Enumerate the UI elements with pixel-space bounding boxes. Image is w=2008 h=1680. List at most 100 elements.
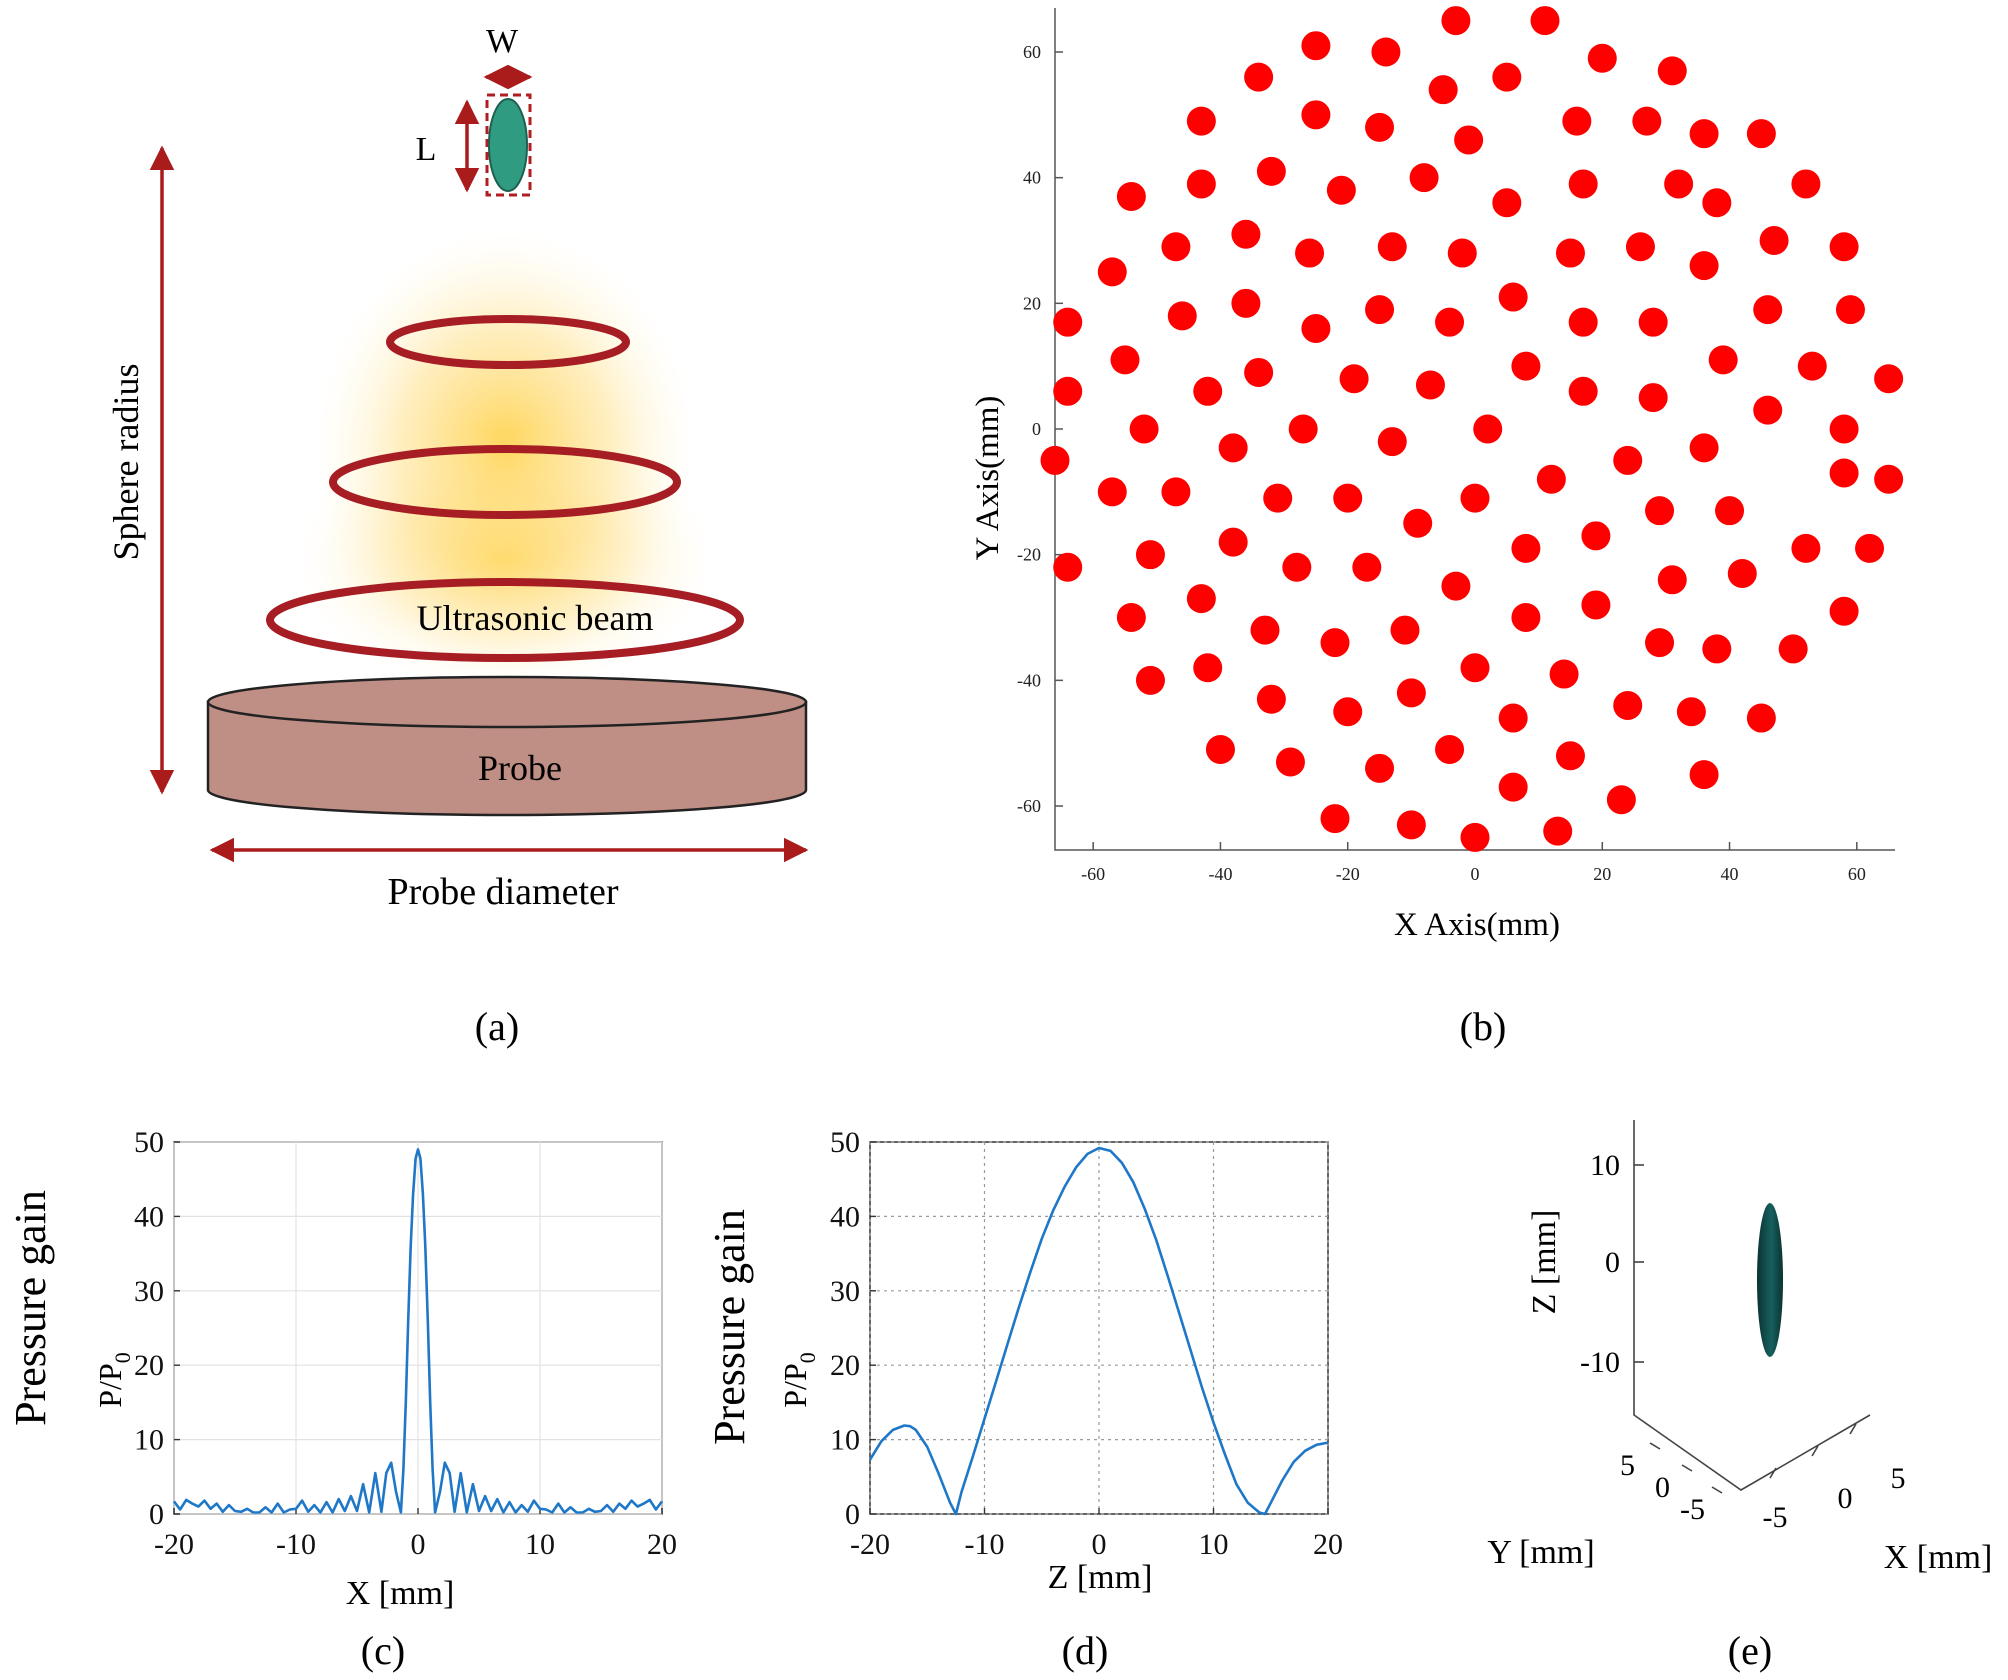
caption-a: (a) bbox=[475, 1004, 519, 1049]
chart-b-point bbox=[1657, 56, 1687, 86]
chart-b-point bbox=[1753, 395, 1783, 425]
chart-b-point bbox=[1193, 376, 1223, 406]
chart-b-point bbox=[1797, 351, 1827, 381]
chart-d-xtick-label: 0 bbox=[1092, 1528, 1107, 1561]
chart-b-point bbox=[1791, 533, 1821, 563]
panel-e-3d-axes bbox=[1633, 1120, 1871, 1491]
chart-b-point bbox=[1753, 295, 1783, 325]
chart-c-ytick-label: 20 bbox=[134, 1349, 164, 1382]
chart-b-axes bbox=[1054, 8, 1895, 851]
chart-b-point bbox=[1708, 345, 1738, 375]
focal-ellipse bbox=[488, 98, 528, 192]
chart-d-ytick-label: 0 bbox=[845, 1498, 860, 1531]
chart-c-ylabel: P/P0 bbox=[92, 1352, 135, 1407]
chart-b-point bbox=[1288, 414, 1318, 444]
chart-b-point bbox=[1301, 100, 1331, 130]
chart-c-series bbox=[172, 1148, 664, 1514]
chart-b-point bbox=[1167, 301, 1197, 331]
chart-c-xtick-label: 10 bbox=[525, 1528, 555, 1561]
e-xtick-5 bbox=[1849, 1423, 1857, 1435]
chart-b-point bbox=[1460, 822, 1490, 852]
panel-b-scatter: -60 -40 -20 0 20 40 60 60 40 20 0 -20 -40 -60 X Axis… bbox=[970, 6, 1904, 1049]
chart-b-point bbox=[1333, 483, 1363, 513]
chart-b-point bbox=[1874, 464, 1904, 494]
chart-b-point bbox=[1638, 383, 1668, 413]
chart-b-point bbox=[1702, 188, 1732, 218]
chart-b-point bbox=[1186, 584, 1216, 614]
chart-d-xtick-label: 10 bbox=[1199, 1528, 1229, 1561]
chart-b-point bbox=[1645, 496, 1675, 526]
chart-b-point bbox=[1759, 225, 1789, 255]
chart-b-point bbox=[1727, 559, 1757, 589]
caption-c: (c) bbox=[361, 1628, 405, 1673]
chart-b-point bbox=[1473, 414, 1503, 444]
chart-b-point bbox=[1339, 364, 1369, 394]
chart-b-xtick-label: 60 bbox=[1848, 864, 1866, 884]
chart-b-point bbox=[1689, 251, 1719, 281]
chart-b-point bbox=[1365, 112, 1395, 142]
chart-b-point bbox=[1053, 376, 1083, 406]
probe-label: Probe bbox=[478, 748, 562, 788]
e-yticklabel-0: 0 bbox=[1655, 1471, 1670, 1504]
beam-ring-bottom bbox=[266, 578, 744, 662]
e-xlabel: X [mm] bbox=[1884, 1539, 1993, 1576]
chart-d-x-ticks: -20 -10 0 10 20 bbox=[850, 1508, 1343, 1561]
length-label: L bbox=[416, 131, 437, 168]
chart-b-point bbox=[1492, 62, 1522, 92]
chart-b-point bbox=[1263, 483, 1293, 513]
chart-b-point bbox=[1390, 615, 1420, 645]
chart-b-point bbox=[1746, 703, 1776, 733]
chart-c-y-ticks: 50 40 30 20 10 0 bbox=[134, 1126, 180, 1531]
beam-ring-middle bbox=[329, 445, 681, 519]
chart-b-xtick-label: 40 bbox=[1721, 864, 1739, 884]
chart-c-x-ticks: -20 -10 0 10 20 bbox=[154, 1508, 677, 1561]
chart-b-point bbox=[1511, 351, 1541, 381]
chart-b-point bbox=[1689, 433, 1719, 463]
chart-b-point bbox=[1301, 313, 1331, 343]
chart-b-point bbox=[1415, 370, 1445, 400]
chart-b-point bbox=[1581, 521, 1611, 551]
chart-b-point bbox=[1053, 552, 1083, 582]
chart-d-y-ticks: 50 40 30 20 10 0 bbox=[830, 1126, 876, 1531]
chart-d-ylabel-main: P/P bbox=[777, 1363, 813, 1407]
width-label: W bbox=[486, 23, 519, 60]
probe-body bbox=[206, 700, 808, 817]
chart-d-xtick-label: 20 bbox=[1313, 1528, 1343, 1561]
chart-b-point bbox=[1702, 634, 1732, 664]
focal-spot: W L bbox=[416, 23, 533, 197]
e-ytick-minus5 bbox=[1711, 1486, 1723, 1494]
chart-b-point bbox=[1555, 238, 1585, 268]
e-ylabel: Y [mm] bbox=[1487, 1534, 1594, 1571]
chart-b-point bbox=[1231, 288, 1261, 318]
chart-b-point bbox=[1116, 182, 1146, 212]
focus-ellipsoid bbox=[1757, 1203, 1783, 1357]
chart-b-xtick-label: -60 bbox=[1081, 864, 1105, 884]
chart-b-point bbox=[1186, 106, 1216, 136]
chart-d-grid bbox=[869, 1141, 1329, 1515]
chart-b-point bbox=[1365, 295, 1395, 325]
chart-b-point bbox=[1587, 43, 1617, 73]
caption-b: (b) bbox=[1460, 1004, 1507, 1049]
chart-b-point bbox=[1135, 665, 1165, 695]
chart-d-ytick-label: 50 bbox=[830, 1126, 860, 1159]
chart-b-point bbox=[1632, 106, 1662, 136]
chart-c-line-lateral bbox=[172, 1148, 664, 1514]
chart-b-xtick-label: 20 bbox=[1593, 864, 1611, 884]
chart-d-xtick-label: -10 bbox=[965, 1528, 1005, 1561]
chart-c-ylabel-sub: 0 bbox=[110, 1352, 135, 1363]
probe-cylinder: Probe bbox=[206, 675, 808, 817]
chart-b-point bbox=[1498, 282, 1528, 312]
chart-b-point bbox=[1110, 345, 1140, 375]
chart-b-point bbox=[1625, 232, 1655, 262]
chart-b-point bbox=[1097, 257, 1127, 287]
chart-b-point bbox=[1333, 697, 1363, 727]
chart-b-point bbox=[1530, 6, 1560, 36]
e-xtick-0 bbox=[1811, 1445, 1819, 1457]
chart-b-point bbox=[1460, 653, 1490, 683]
chart-b-point bbox=[1205, 734, 1235, 764]
e-ytick-0 bbox=[1681, 1464, 1693, 1472]
chart-b-point bbox=[1549, 659, 1579, 689]
chart-b-point bbox=[1053, 307, 1083, 337]
